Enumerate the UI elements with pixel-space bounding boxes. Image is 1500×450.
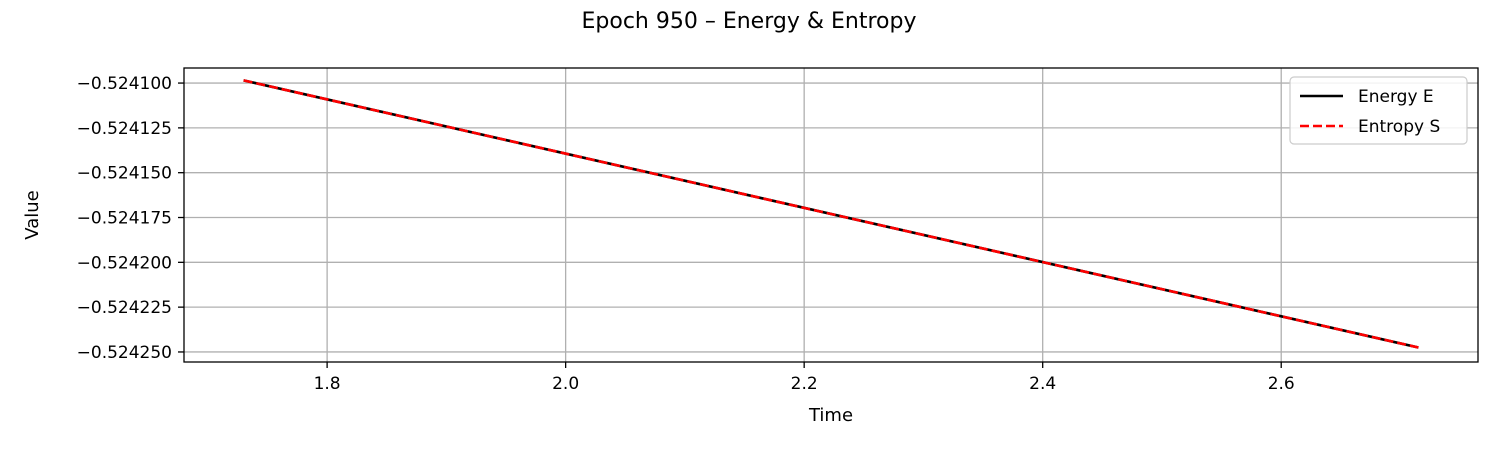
x-tick-label: 2.2 [791,374,818,394]
x-tick-label: 1.8 [314,374,341,394]
grid-layer [184,68,1478,362]
series-line-entropy-s [243,79,1419,349]
x-tick-label: 2.0 [552,374,579,394]
x-axis-label: Time [808,405,853,426]
y-tick-label: −0.524250 [77,343,172,363]
y-tick-label: −0.524125 [77,119,172,139]
y-tick-label: −0.524200 [77,253,172,273]
y-tick-label: −0.524150 [77,164,172,184]
series-layer [243,79,1419,349]
y-tick-label: −0.524225 [77,298,172,318]
y-tick-label: −0.524175 [77,209,172,229]
tick-layer: 1.8 2.0 2.2 2.4 2.6 −0.524100 −0.524125 −0.5241… [77,74,1295,394]
chart-title: Epoch 950 – Energy & Entropy [582,9,917,34]
legend: Energy E Entropy S [1289,76,1468,145]
plot-frame [183,67,1479,363]
legend-label-energy: Energy E [1358,87,1434,107]
x-tick-label: 2.4 [1029,374,1056,394]
x-tick-label: 2.6 [1268,374,1295,394]
legend-label-entropy: Entropy S [1358,117,1440,137]
y-axis-label: Value [22,190,43,239]
y-tick-label: −0.524100 [77,74,172,94]
